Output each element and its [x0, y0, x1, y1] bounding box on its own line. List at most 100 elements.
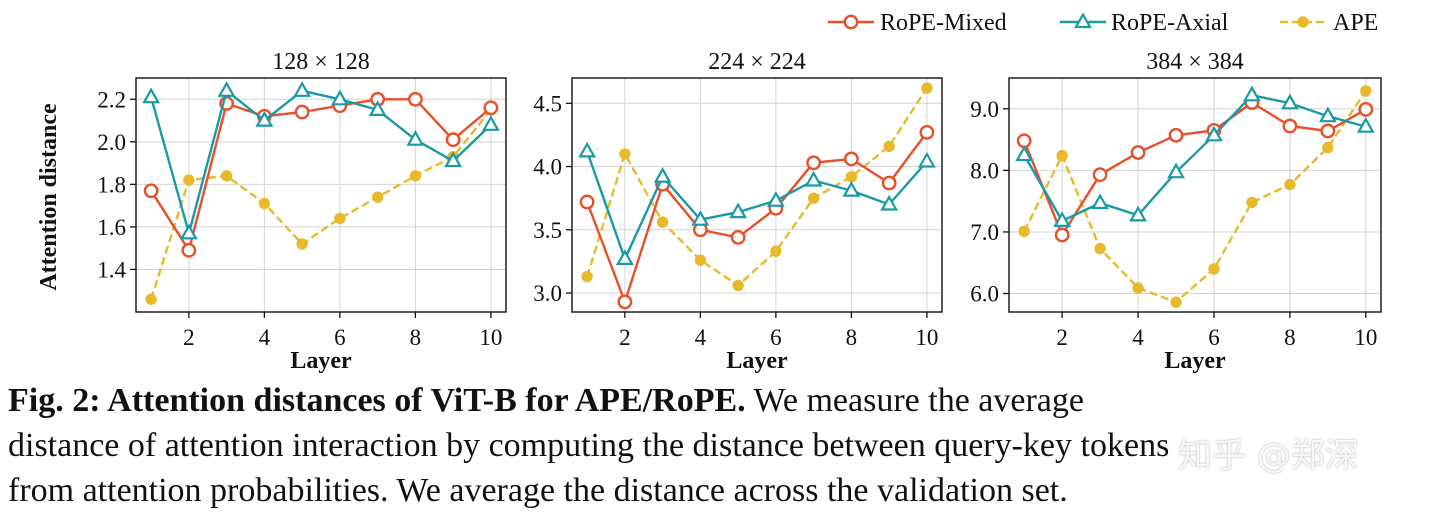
y-axis-label: Attention distance: [36, 103, 62, 291]
data-point-ape-layer-7: [371, 191, 384, 203]
data-point-ape-layer-3: [656, 216, 669, 228]
chart-panel-2: 2 4 6 8 10 3.0 3.5 4.0 4.5 224 × 224 Layer: [533, 49, 943, 374]
data-point-rope-axial-layer-9: [1318, 106, 1337, 123]
x-tick-label: 4: [695, 325, 707, 350]
legend-marker: [1074, 12, 1092, 29]
x-tick-label: 10: [1354, 325, 1377, 350]
data-point-ape-layer-4: [694, 254, 707, 266]
y-tick-label: 9.0: [970, 97, 999, 122]
data-point-rope-mixed-layer-10: [919, 124, 935, 140]
data-point-ape-layer-4: [1132, 282, 1144, 294]
series-rope-mixed: [143, 91, 499, 258]
data-point-rope-axial-layer-4: [1129, 205, 1147, 222]
data-point-rope-axial-layer-4: [691, 210, 710, 226]
y-tick-label: 3.0: [533, 281, 562, 306]
x-axis-label: Layer: [1164, 348, 1226, 374]
watermark: 知乎 @郑深: [1178, 436, 1359, 476]
data-point-ape-layer-5: [732, 279, 744, 292]
legend-marker: [1297, 16, 1309, 28]
series-line-rope-mixed: [150, 98, 492, 252]
y-tick-label: 7.0: [970, 220, 999, 245]
data-point-rope-axial-layer-7: [1243, 85, 1261, 102]
data-point-rope-mixed-layer-2: [1054, 227, 1070, 243]
x-tick-label: 10: [479, 325, 502, 350]
y-tick-label: 3.5: [533, 218, 562, 243]
series-ape: [581, 82, 933, 292]
chart-panel-3: 2 4 6 8 10 6.0 7.0 8.0 9.0 384 × 384 Layer: [970, 49, 1382, 374]
series-ape: [145, 104, 497, 305]
x-tick-label: 8: [1284, 325, 1296, 350]
series-line-ape: [585, 87, 928, 287]
series-rope-axial: [142, 81, 500, 240]
data-point-ape-layer-7: [807, 192, 820, 204]
y-tick-label: 1.8: [97, 172, 126, 197]
data-point-rope-mixed-layer-5: [730, 229, 746, 245]
data-point-ape-layer-6: [334, 212, 346, 225]
data-point-rope-axial-layer-7: [368, 100, 387, 117]
series-line-rope-mixed: [1023, 101, 1367, 237]
data-point-rope-mixed-layer-8: [1282, 118, 1298, 134]
y-tick-label: 2.2: [97, 87, 126, 112]
data-point-ape-layer-3: [1094, 242, 1106, 255]
data-point-ape-layer-8: [1284, 178, 1296, 191]
data-point-rope-mixed-layer-10: [483, 100, 499, 116]
legend-item-rope-mixed: RoPE-Mixed: [828, 10, 1007, 36]
series-line-ape: [149, 109, 492, 300]
x-tick-label: 8: [410, 325, 422, 350]
data-point-rope-axial-layer-5: [729, 202, 748, 219]
data-point-rope-mixed-layer-9: [1320, 123, 1336, 139]
chart-panel-1: 2 4 6 8 10 1.4 1.6 1.8 2.0 2.2 128 × 128 Layer Atten…: [36, 49, 507, 374]
data-point-rope-mixed-layer-9: [881, 175, 897, 191]
data-point-rope-mixed-layer-7: [806, 155, 822, 171]
chart-panels: 2 4 6 8 10 1.4 1.6 1.8 2.0 2.2 128 × 128 Layer Atten…: [36, 49, 1382, 374]
x-tick-label: 6: [334, 325, 346, 350]
data-point-rope-mixed-layer-10: [1358, 102, 1374, 117]
figure: RoPE-Mixed RoPE-Axial APE 2 4 6 8 101.41.61.82…: [36, 10, 1382, 374]
data-point-rope-axial-layer-5: [293, 81, 312, 97]
x-axis-label: Layer: [726, 348, 788, 374]
x-tick-label: 2: [183, 325, 195, 350]
data-point-ape-layer-8: [845, 170, 858, 183]
x-tick-label: 8: [846, 325, 858, 350]
data-point-rope-mixed-layer-2: [617, 294, 633, 310]
data-point-rope-axial-layer-8: [1281, 93, 1299, 110]
series-line-rope-axial: [1023, 93, 1367, 223]
chart-title: 128 × 128: [272, 49, 370, 75]
chart-title: 224 × 224: [708, 49, 806, 75]
data-point-rope-axial-layer-3: [1091, 193, 1109, 210]
data-point-rope-axial-layer-9: [880, 194, 899, 211]
data-point-rope-axial-layer-4: [255, 110, 274, 127]
data-point-rope-mixed-layer-8: [843, 151, 859, 167]
data-point-rope-axial-layer-1: [142, 87, 160, 104]
data-point-rope-axial-layer-6: [1205, 125, 1223, 142]
x-tick-label: 10: [915, 325, 938, 350]
series-line-rope-axial: [149, 89, 492, 235]
caption-line-2: distance of attention interaction by com…: [8, 427, 1170, 464]
legend-marker: [843, 14, 859, 30]
data-point-rope-axial-layer-10: [918, 151, 936, 168]
data-point-rope-axial-layer-6: [766, 191, 785, 207]
legend-label: RoPE-Axial: [1111, 10, 1229, 36]
data-point-ape-layer-3: [220, 170, 233, 182]
data-point-rope-mixed-layer-8: [407, 91, 423, 107]
data-point-rope-axial-layer-3: [653, 167, 672, 183]
plot-frame: [135, 77, 507, 313]
plot-frame: [571, 77, 943, 313]
data-point-rope-mixed-layer-1: [579, 194, 595, 210]
data-point-rope-axial-layer-10: [482, 115, 500, 131]
data-point-ape-layer-2: [1056, 149, 1068, 162]
series-line-rope-mixed: [585, 131, 928, 304]
data-point-ape-layer-9: [1322, 141, 1334, 154]
x-tick-label: 2: [619, 325, 631, 350]
y-tick-label: 1.6: [97, 215, 126, 240]
data-point-rope-axial-layer-2: [1053, 211, 1072, 227]
data-point-rope-mixed-layer-3: [1092, 167, 1108, 183]
series-line-rope-axial: [585, 151, 928, 261]
plot-frame: [1008, 77, 1382, 313]
data-point-ape-layer-1: [581, 270, 593, 283]
data-point-rope-mixed-layer-1: [1016, 133, 1032, 149]
chart-title: 384 × 384: [1146, 49, 1244, 75]
y-tick-label: 8.0: [970, 158, 999, 183]
data-point-rope-axial-layer-1: [1015, 145, 1034, 162]
series-rope-axial: [578, 141, 936, 265]
